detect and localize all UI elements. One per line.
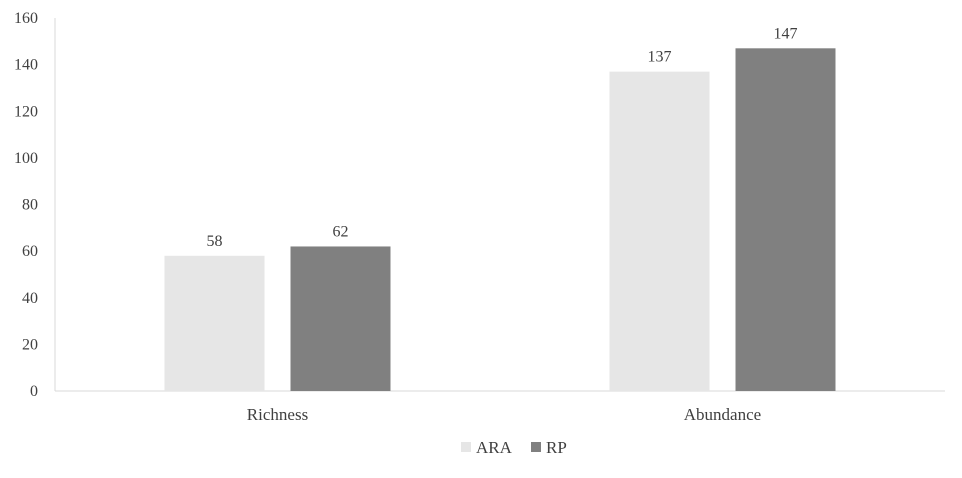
data-label: 62 (333, 223, 349, 240)
y-tick-label: 140 (14, 57, 38, 74)
bars (164, 48, 836, 392)
data-label: 58 (207, 233, 223, 250)
data-label: 147 (774, 25, 798, 42)
y-tick-label: 80 (22, 197, 38, 214)
x-category-label: Richness (247, 405, 308, 424)
bar-rp-richness (290, 246, 391, 391)
bar-ara-richness (164, 255, 265, 391)
y-tick-label: 60 (22, 243, 38, 260)
y-tick-label: 120 (14, 103, 38, 120)
bar-rp-abundance (735, 48, 836, 392)
y-tick-label: 160 (14, 10, 38, 27)
bar-ara-abundance (609, 71, 710, 392)
legend-swatch-ara (461, 442, 471, 452)
legend-swatch-rp (531, 442, 541, 452)
y-tick-label: 100 (14, 150, 38, 167)
legend: ARA RP (461, 438, 567, 457)
axes: 0 20 40 60 80 100 120 140 160 Richness Abundance (14, 10, 945, 424)
data-label: 137 (648, 49, 672, 66)
legend-label-ara: ARA (476, 438, 513, 457)
y-tick-label: 0 (30, 383, 38, 400)
x-category-label: Abundance (684, 405, 761, 424)
data-labels: 58 62 137 147 (207, 25, 798, 249)
y-tick-label: 40 (22, 290, 38, 307)
y-tick-label: 20 (22, 336, 38, 353)
legend-label-rp: RP (546, 438, 567, 457)
